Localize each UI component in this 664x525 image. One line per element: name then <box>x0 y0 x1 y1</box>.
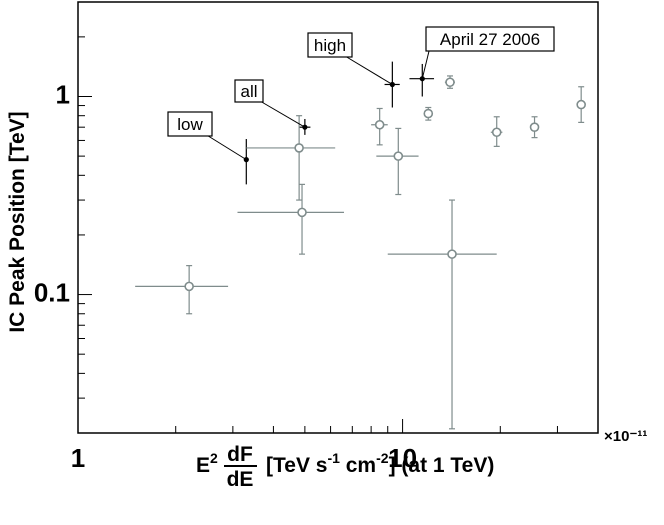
svg-text:dF: dF <box>227 443 253 466</box>
svg-text:[TeV s-1 cm-2] (at 1 TeV): [TeV s-1 cm-2] (at 1 TeV) <box>266 450 494 477</box>
data-point-open <box>490 116 503 147</box>
data-point-open <box>376 127 419 196</box>
annotation-label: April 27 2006 <box>440 30 540 49</box>
open-marker <box>294 143 304 153</box>
x-tick-label-1: 1 <box>71 443 85 473</box>
data-point-open <box>387 199 497 430</box>
data-point-open <box>423 106 434 121</box>
y-axis-title: IC Peak Position [TeV] <box>6 111 29 332</box>
annotation-leader <box>344 55 393 85</box>
open-marker <box>491 127 502 138</box>
data-point-open <box>246 115 336 201</box>
svg-text:dE: dE <box>227 468 254 491</box>
annotation-leader <box>421 46 431 79</box>
annotation-leader <box>259 100 306 128</box>
open-marker <box>393 151 404 161</box>
annotation-label: low <box>177 115 203 134</box>
annotation-1: all <box>234 79 306 128</box>
svg-text:E2: E2 <box>196 450 218 477</box>
data-point-open <box>135 265 229 315</box>
annotation-label: all <box>240 82 257 101</box>
data-point-open <box>237 183 345 255</box>
y-tick-label-1: 1 <box>56 79 70 109</box>
annotation-leader <box>204 133 247 161</box>
annotation-box <box>307 32 353 58</box>
annotation-box <box>234 79 264 103</box>
open-marker <box>445 77 455 88</box>
annotation-label: high <box>314 36 346 55</box>
data-point-open <box>444 75 455 89</box>
open-marker <box>374 119 385 130</box>
annotation-box <box>425 26 555 52</box>
plot-frame <box>77 1 599 434</box>
x-tick-label-10: 10 <box>388 443 417 473</box>
open-marker <box>576 99 586 110</box>
open-marker <box>184 281 194 292</box>
x-axis-title: E2 dF dE [TeV s-1 cm-2] (at 1 TeV) <box>196 443 494 491</box>
data-point-open <box>576 86 586 123</box>
annotation-box <box>167 111 213 137</box>
annotation-2: high <box>307 32 393 85</box>
data-point-open <box>371 107 388 146</box>
annotation-3: April 27 2006 <box>421 26 555 79</box>
open-marker <box>529 122 540 132</box>
open-marker <box>423 108 434 119</box>
data-point-open <box>529 116 540 139</box>
open-marker <box>447 249 457 259</box>
annotation-0: low <box>167 111 247 161</box>
y-tick-label-0.1: 0.1 <box>34 277 70 307</box>
open-marker <box>297 207 307 218</box>
x-exponent-label: ×10⁻¹¹ <box>604 428 647 445</box>
